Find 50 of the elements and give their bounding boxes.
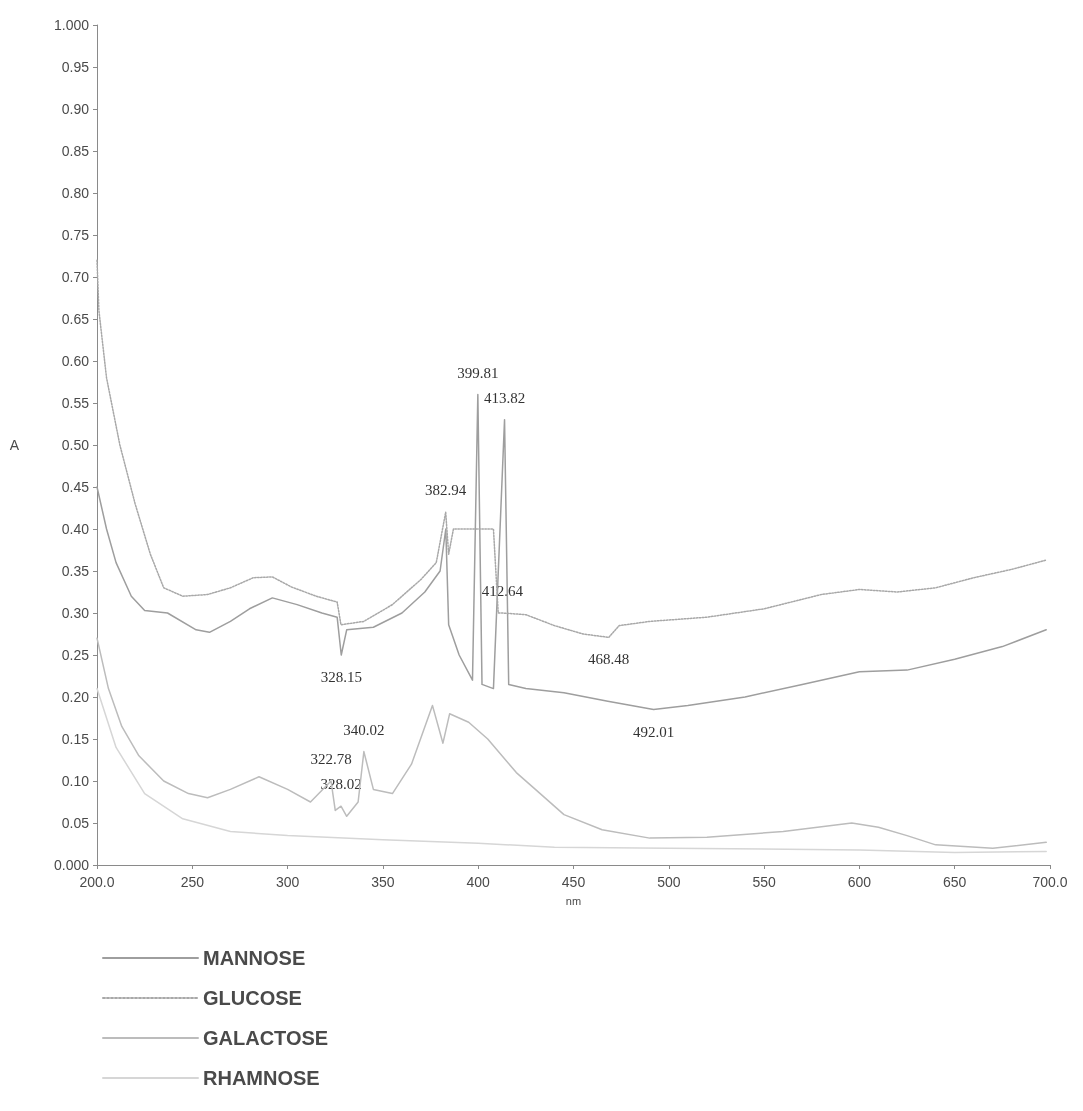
y-tick-label: 0.80 [61,185,90,201]
y-tick-label: 0.90 [61,101,90,117]
x-tick-label: 600 [847,874,872,890]
y-tick-label: 0.85 [61,143,90,159]
annotation: 413.82 [483,389,526,406]
y-tick-label: 0.000 [53,857,90,873]
legend-label: RHAMNOSE [203,1067,320,1089]
y-tick-label: 0.75 [61,227,90,243]
x-tick-label: 550 [752,874,776,890]
legend-label: GALACTOSE [203,1027,329,1049]
y-tick-label: 0.25 [61,647,90,663]
y-tick-label: 0.10 [61,773,90,789]
x-tick-label: 350 [371,874,395,890]
y-tick-label: 0.70 [61,269,90,285]
y-tick-label: 0.50 [61,437,90,453]
x-tick-label: 300 [275,874,300,890]
line-series [96,687,1047,854]
annotation: 412.64 [481,583,524,599]
annotation: 492.01 [632,723,675,740]
y-tick-label: 0.05 [61,815,90,831]
annotation: 468.48 [588,651,630,668]
y-tick-label: 0.60 [61,353,90,369]
legend-label: GLUCOSE [203,987,302,1009]
y-tick-label: 0.35 [61,563,90,579]
annotation: 328.02 [320,776,362,793]
y-tick-label: 0.55 [61,395,90,411]
x-tick-label: 500 [657,874,681,890]
annotation: 340.02 [343,721,385,738]
annotation: 399.81 [457,364,499,381]
line-series [96,637,1047,849]
y-tick-label: 0.20 [61,689,90,705]
y-tick-label: 0.45 [61,479,90,495]
annotation: 328.15 [320,669,362,685]
y-tick-label: 0.15 [61,731,90,747]
x-tick-label: 650 [943,874,967,890]
legend-label: MANNOSE [203,947,306,969]
x-axis-title: nm [565,894,582,907]
x-tick-label: 200.0 [79,874,115,890]
x-tick-label: 250 [180,874,205,890]
y-tick-label: 0.95 [61,59,90,75]
x-tick-label: 700.0 [1032,874,1068,890]
y-tick-label: 0.40 [61,521,90,537]
y-tick-label: 0.30 [61,605,90,621]
annotation: 322.78 [310,751,352,767]
x-tick-label: 450 [561,874,586,890]
y-tick-label: 0.65 [61,311,90,327]
annotation: 382.94 [425,482,467,499]
y-tick-label: 1.000 [53,17,90,33]
x-tick-label: 400 [466,874,491,890]
y-axis-title: A [9,437,20,453]
